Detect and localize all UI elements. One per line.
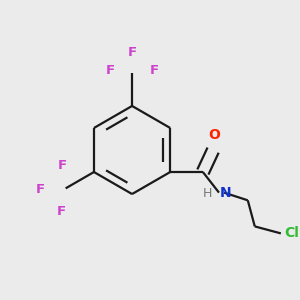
Text: F: F [36, 183, 45, 196]
Text: F: F [58, 159, 68, 172]
Text: N: N [220, 186, 232, 200]
Text: Cl: Cl [284, 226, 299, 240]
Text: O: O [208, 128, 220, 142]
Text: F: F [105, 64, 115, 77]
Text: F: F [150, 64, 159, 77]
Text: H: H [202, 187, 212, 200]
Text: F: F [128, 46, 136, 59]
Text: F: F [57, 205, 66, 218]
